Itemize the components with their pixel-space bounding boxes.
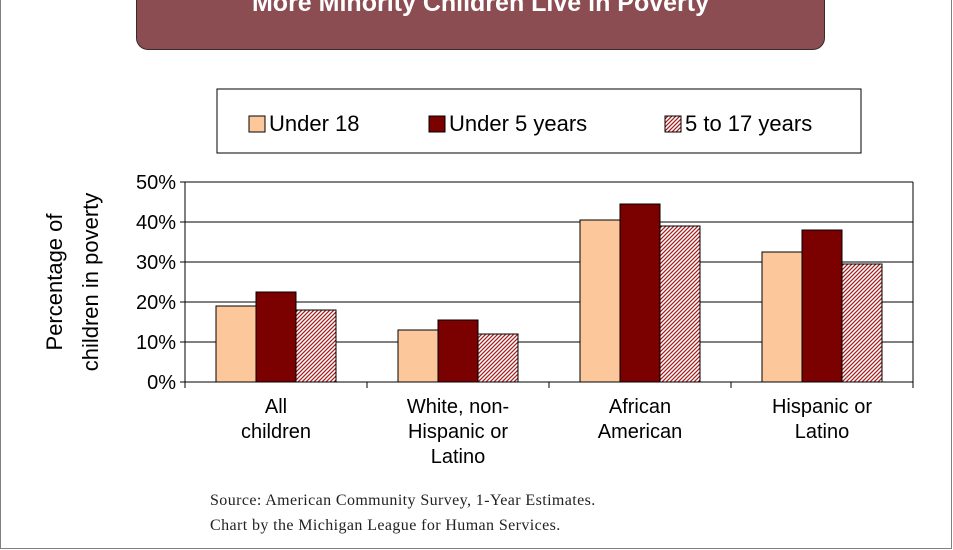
y-axis-label: Percentage of [42,213,67,351]
x-tick-label: Hispanic or [772,396,872,418]
bar-5-to-17-years [659,225,701,383]
x-tick-label: American [598,421,682,443]
legend [216,88,862,154]
x-tick-label: children [241,421,311,443]
bar-5-to-17-years [841,263,883,383]
source-line-1: Source: American Community Survey, 1-Yea… [210,492,596,509]
x-tick-label: All [265,396,287,418]
x-tick-label: White, non- [407,396,509,418]
y-tick-label: 10% [136,332,176,354]
bar-5-to-17-years [477,333,519,383]
y-tick-label: 40% [136,212,176,234]
x-tick-label: African [609,396,671,418]
y-tick-label: 0% [147,372,176,394]
bar-under-18 [761,251,803,383]
y-tick-label: 30% [136,252,176,274]
x-tick-label: Hispanic or [408,421,508,443]
legend-swatch [664,115,682,133]
source-note: Source: American Community Survey, 1-Yea… [210,488,596,538]
x-tick-label: Latino [431,446,486,468]
legend-label: Under 5 years [449,111,587,136]
y-tick-label: 50% [136,172,176,194]
bar-5-to-17-years [295,309,337,383]
y-axis-label: children in poverty [78,193,103,372]
legend-label: Under 18 [269,111,360,136]
legend-swatch [428,115,446,133]
bar-under-18 [579,219,621,383]
bar-under-5-years [437,319,479,383]
bar-under-5-years [255,291,297,383]
legend-swatch [248,115,266,133]
source-line-2: Chart by the Michigan League for Human S… [210,517,561,534]
bar-under-5-years [801,229,843,383]
bar-under-5-years [619,203,661,383]
legend-label: 5 to 17 years [685,111,812,136]
bar-under-18 [215,305,257,383]
x-tick-label: Latino [795,421,850,443]
bar-under-18 [397,329,439,383]
y-tick-label: 20% [136,292,176,314]
chart-title: More Minority Children Live in Poverty [136,0,825,50]
